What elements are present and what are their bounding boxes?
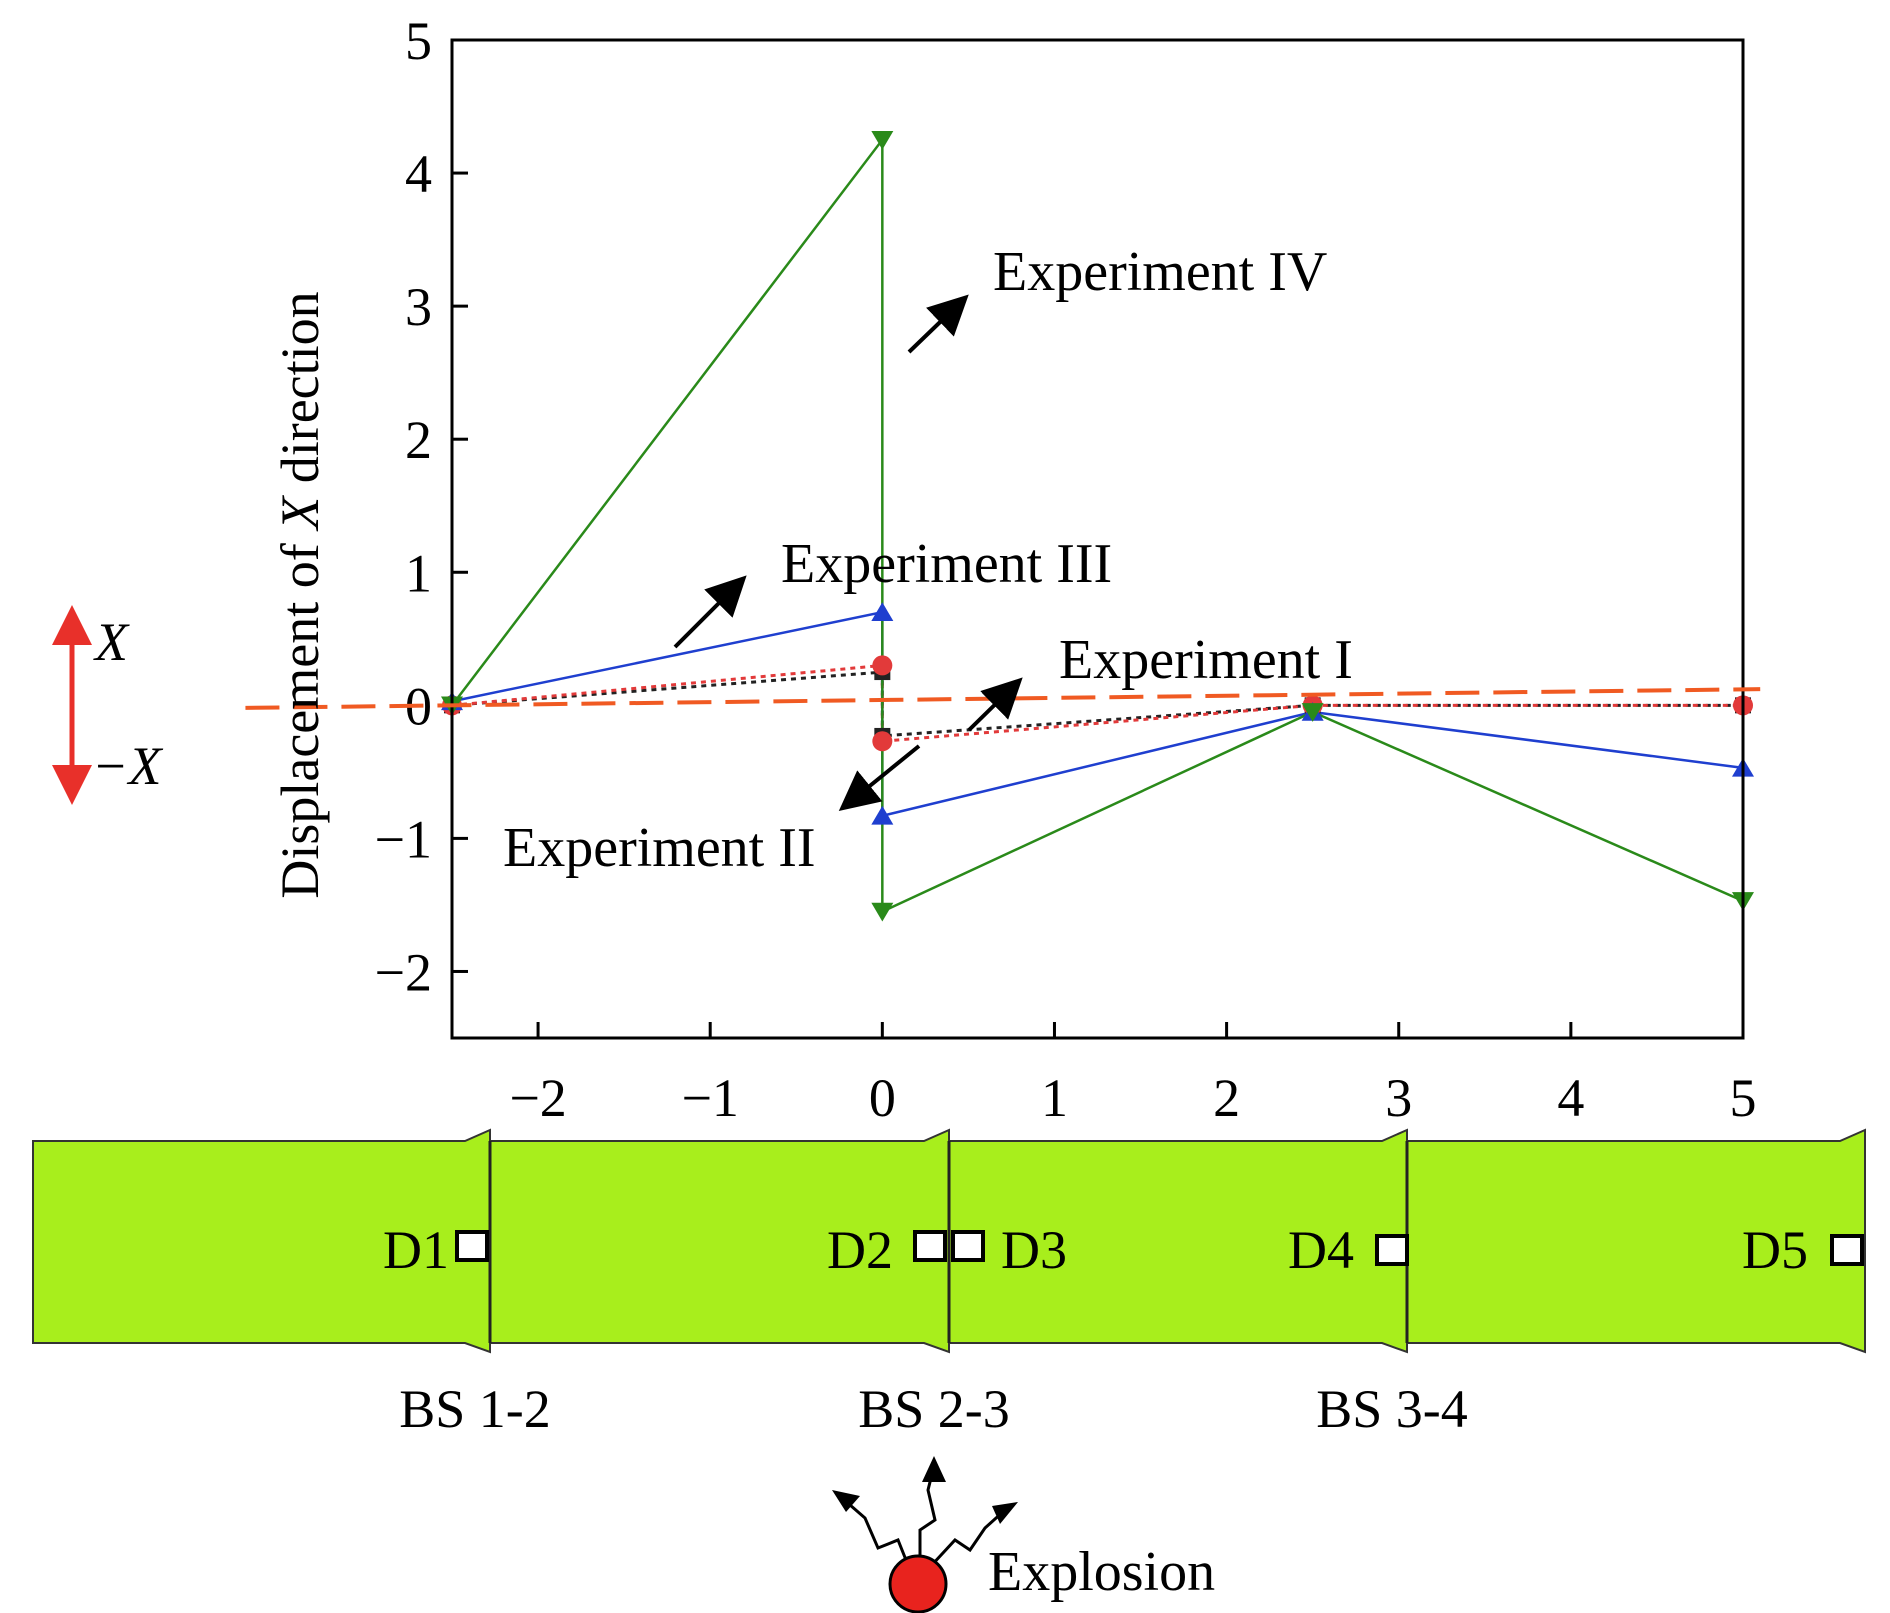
detector-box-d1 — [455, 1230, 489, 1262]
x-tick-label: 2 — [1213, 1068, 1240, 1128]
explosion-label: Explosion — [988, 1541, 1215, 1603]
data-point — [1301, 703, 1324, 722]
blast-arrow-up — [918, 1469, 937, 1560]
x-tick-label: 1 — [1041, 1068, 1068, 1128]
detector-label-d5: D5 — [1742, 1220, 1808, 1280]
detector-label-d1: D1 — [383, 1220, 449, 1280]
series-line — [451, 663, 1743, 743]
data-point — [871, 902, 894, 922]
x-tick-label: −1 — [681, 1068, 738, 1128]
y-tick-label: −2 — [375, 942, 432, 1002]
y-tick-label: 4 — [405, 144, 432, 204]
data-point — [872, 731, 893, 752]
blast-arrow-right — [928, 1508, 1007, 1569]
reference-line — [245, 687, 1761, 710]
data-point — [871, 805, 894, 825]
y-axis-label: Displacement of X direction — [270, 291, 330, 898]
blast-arrowhead-right-icon — [992, 1502, 1018, 1524]
plot-frame — [450, 38, 1745, 1040]
detector-label-d2: D2 — [827, 1220, 893, 1280]
data-point — [871, 602, 894, 621]
x-tick-label: 4 — [1557, 1068, 1584, 1128]
y-tick-label: −1 — [375, 809, 432, 869]
detector-label-d3: D3 — [1001, 1220, 1067, 1280]
annotation-arrow-iii — [673, 575, 747, 649]
detector-box-d2 — [913, 1230, 947, 1262]
annotation-experiment-iii: Experiment III — [781, 533, 1112, 595]
detector-box-d5 — [1830, 1234, 1864, 1266]
x-tick-label: 5 — [1730, 1068, 1757, 1128]
y-tick-label: 3 — [405, 277, 432, 337]
negative-x-label: −X — [92, 736, 163, 796]
annotation-arrow-ii — [838, 744, 921, 812]
detector-box-d3 — [951, 1230, 985, 1262]
explosion-icon — [888, 1554, 948, 1613]
x-tick-label: 0 — [869, 1068, 896, 1128]
y-tick-label: 1 — [405, 543, 432, 603]
y-tick-label: 5 — [405, 11, 432, 71]
positive-x-label: X — [93, 612, 130, 672]
data-point — [871, 131, 894, 150]
direction-indicator: X −X — [52, 605, 163, 805]
x-tick-label: 3 — [1385, 1068, 1412, 1128]
detector-label-d4: D4 — [1288, 1220, 1354, 1280]
explosion-symbol: Explosion — [832, 1456, 1215, 1613]
annotation-experiment-ii: Experiment II — [503, 817, 816, 879]
pipe-schematic: D1 D2 D3 D4 D5 BS 1-2 BS 2-3 BS 3-4 — [32, 1128, 1866, 1439]
y-tick-label: 2 — [405, 410, 432, 470]
blast-arrowhead-up-icon — [922, 1456, 946, 1482]
joint-label-bs12: BS 1-2 — [399, 1379, 551, 1439]
blast-arrow-left — [841, 1496, 910, 1566]
annotation-experiment-iv: Experiment IV — [993, 241, 1327, 303]
blast-arrowhead-left-icon — [832, 1490, 860, 1512]
annotation-arrow-i — [967, 677, 1023, 732]
joint-label-bs23: BS 2-3 — [858, 1379, 1010, 1439]
x-tick-label: −2 — [509, 1068, 566, 1128]
pipe-body — [32, 1128, 491, 1354]
joint-label-bs34: BS 3-4 — [1316, 1379, 1468, 1439]
annotation-arrow-iv — [907, 294, 969, 354]
data-point — [872, 655, 893, 676]
annotation-experiment-i: Experiment I — [1059, 629, 1353, 691]
detector-box-d4 — [1375, 1234, 1409, 1266]
